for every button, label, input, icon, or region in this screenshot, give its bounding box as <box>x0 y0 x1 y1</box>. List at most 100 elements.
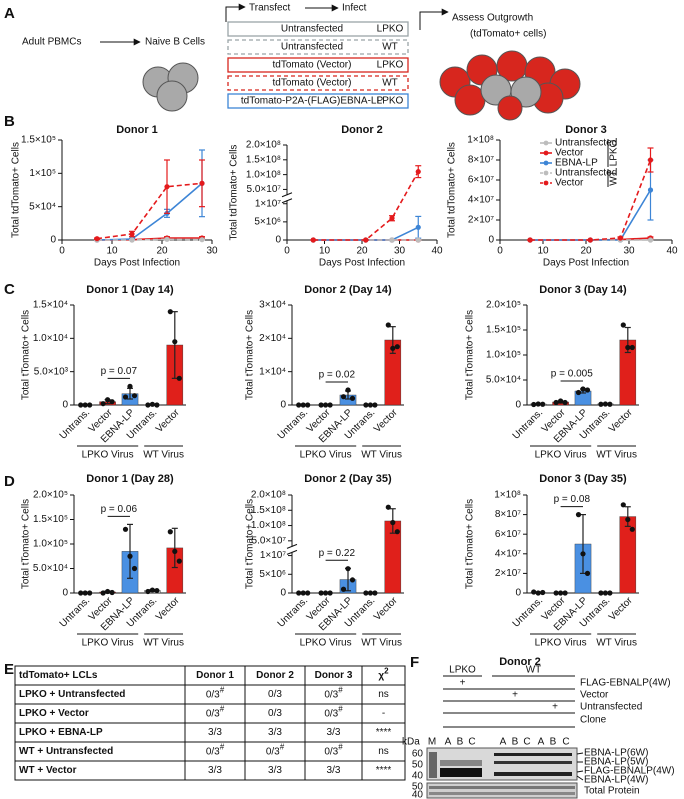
y-tick-label: 5.0×10⁴ <box>33 563 68 574</box>
data-point <box>363 590 369 596</box>
data-point <box>172 339 178 345</box>
data-point <box>345 387 351 393</box>
cell-superscript: # <box>220 686 225 695</box>
data-point <box>305 590 311 596</box>
x-tick-label: 40 <box>431 246 443 257</box>
y-tick-label: 1.0×10⁵ <box>33 539 68 550</box>
data-point <box>575 511 582 518</box>
y-tick-label: 0 <box>50 235 56 246</box>
data-point <box>154 402 160 408</box>
table-cell: ns <box>378 689 389 700</box>
data-point <box>607 590 613 596</box>
blot-row-label: Untransfected <box>580 702 642 713</box>
group-label: LPKO Virus <box>535 450 587 461</box>
table-cell: 0/3# <box>206 705 225 720</box>
data-point <box>620 502 626 508</box>
series-line <box>530 159 652 241</box>
data-point <box>300 402 306 408</box>
cell-text: 0/3 <box>324 708 338 719</box>
data-point <box>562 399 568 406</box>
chart-title: Donor 2 (Day 35) <box>304 473 392 485</box>
axis-break <box>281 192 293 198</box>
lane-label: C <box>562 737 569 748</box>
condition-label: Untransfected <box>281 24 343 35</box>
data-point <box>149 401 155 407</box>
panel-a: Adult PBMCs Naive B Cells Transfect Infe… <box>22 3 581 121</box>
step-label: Transfect <box>249 3 291 14</box>
y-tick-label: 2.0×10⁵ <box>486 300 521 311</box>
data-point <box>527 237 533 243</box>
table-cell: 3/3 <box>208 765 222 776</box>
data-point <box>109 589 115 596</box>
data-point <box>390 345 396 351</box>
x-tick-label: Vector <box>607 595 635 623</box>
p-value: p = 0.02 <box>319 370 356 381</box>
group-label: WT Virus <box>361 450 402 461</box>
y-tick-label: 2×10⁷ <box>468 215 495 226</box>
x-tick-label: 40 <box>666 246 678 257</box>
y-tick-label: 1×10⁴ <box>259 366 286 377</box>
blot-image <box>426 747 578 799</box>
data-point <box>145 402 151 408</box>
data-point <box>598 401 604 407</box>
data-point <box>87 402 93 408</box>
y-tick-label: 8×10⁷ <box>495 509 522 520</box>
data-point <box>176 375 182 381</box>
table-cell: 0/3# <box>324 686 343 701</box>
data-point <box>131 565 138 572</box>
group-label: WT Virus <box>143 450 184 461</box>
x-tick-label: 20 <box>356 246 368 257</box>
table-cell: 0/3 <box>268 689 282 700</box>
marker-label: 50 <box>412 760 424 771</box>
series-line <box>530 189 652 241</box>
y-tick-label: 2×10⁴ <box>259 333 286 344</box>
data-point <box>172 548 178 554</box>
y-tick-label: 2.0×10⁵ <box>33 490 68 501</box>
x-axis-label: Days Post Infection <box>319 258 405 269</box>
step-label: (tdTomato+ cells) <box>470 29 546 40</box>
condition-virus: LPKO <box>377 60 404 71</box>
data-point <box>349 577 356 583</box>
cell-superscript: # <box>220 743 225 752</box>
data-point <box>584 570 591 577</box>
data-point <box>602 401 609 407</box>
legend-label: Vector <box>555 178 584 189</box>
loading-label: Total Protein <box>584 786 640 797</box>
data-point <box>199 180 205 186</box>
y-tick-label: 5.0×10⁷ <box>247 184 282 195</box>
y-tick-label: 1×10⁵ <box>29 168 56 179</box>
condition-box <box>227 21 409 37</box>
p-value: p = 0.06 <box>101 504 138 515</box>
chart-title: Donor 2 <box>341 124 383 136</box>
x-tick-label: Vector <box>607 407 635 435</box>
y-tick-label: 5.0×10⁴ <box>486 375 521 386</box>
table-cell: LPKO + Untransfected <box>19 689 125 700</box>
p-value: p = 0.07 <box>101 366 138 377</box>
y-tick-label: 1.5×10⁵ <box>486 325 521 336</box>
p-value: p = 0.22 <box>319 548 356 559</box>
data-point <box>323 590 329 596</box>
x-tick-label: 0 <box>59 246 65 257</box>
legend-marker <box>543 170 549 176</box>
y-tick-label: 1×10⁷ <box>260 550 287 561</box>
legend-label: Vector <box>555 148 584 159</box>
data-point <box>598 590 604 596</box>
data-point <box>535 590 541 596</box>
x-tick-label: Vector <box>372 407 400 435</box>
condition-box <box>227 39 409 55</box>
data-point <box>647 187 654 193</box>
data-point <box>372 590 378 596</box>
table-cell: WT + Untransfected <box>19 746 113 757</box>
data-point <box>100 590 106 596</box>
legend-marker <box>543 140 549 146</box>
band-pointer <box>576 775 584 781</box>
table-cell: Donor 1 <box>196 670 234 681</box>
y-tick-label: 1.5×10⁸ <box>251 505 286 516</box>
data-point <box>100 401 106 407</box>
data-point <box>607 401 613 407</box>
y-tick-label: 0 <box>275 235 281 246</box>
y-tick-label: 1.0×10⁸ <box>246 169 281 180</box>
table-cell: 0/3 <box>268 708 282 719</box>
group-label: WT Virus <box>596 450 637 461</box>
data-point <box>587 237 593 243</box>
